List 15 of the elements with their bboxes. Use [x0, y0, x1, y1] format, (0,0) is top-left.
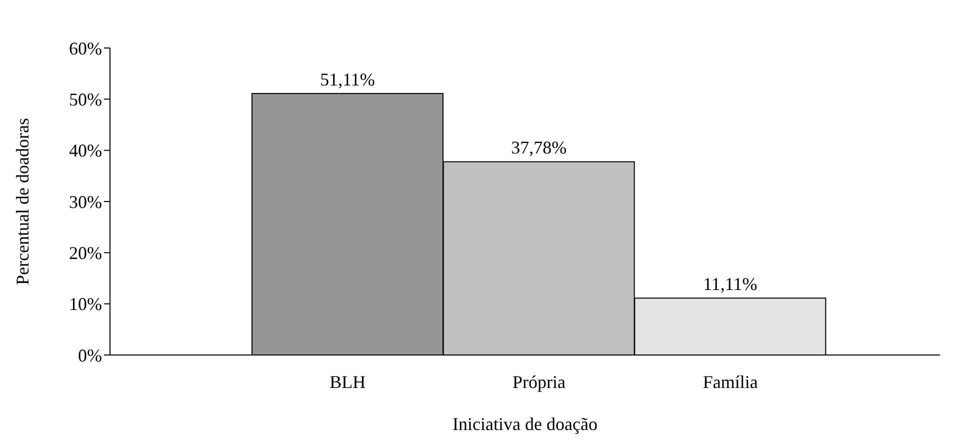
y-tick-label: 40%	[69, 140, 102, 161]
data-label: 11,11%	[703, 274, 758, 294]
y-tick-label: 0%	[78, 345, 102, 366]
y-tick-label: 60%	[69, 38, 102, 58]
x-axis-title: Iniciativa de doação	[452, 414, 598, 434]
y-axis-title: Percentual de doadoras	[12, 118, 32, 285]
y-tick-label: 20%	[69, 243, 102, 264]
x-tick-label: Família	[702, 372, 758, 392]
x-tick-label: BLH	[330, 372, 366, 392]
y-tick-label: 30%	[69, 192, 102, 212]
data-label: 37,78%	[511, 138, 567, 158]
data-label: 51,11%	[320, 69, 375, 90]
y-tick-label: 50%	[69, 90, 102, 110]
y-tick-label: 10%	[69, 294, 102, 314]
x-tick-label: Própria	[512, 372, 566, 392]
